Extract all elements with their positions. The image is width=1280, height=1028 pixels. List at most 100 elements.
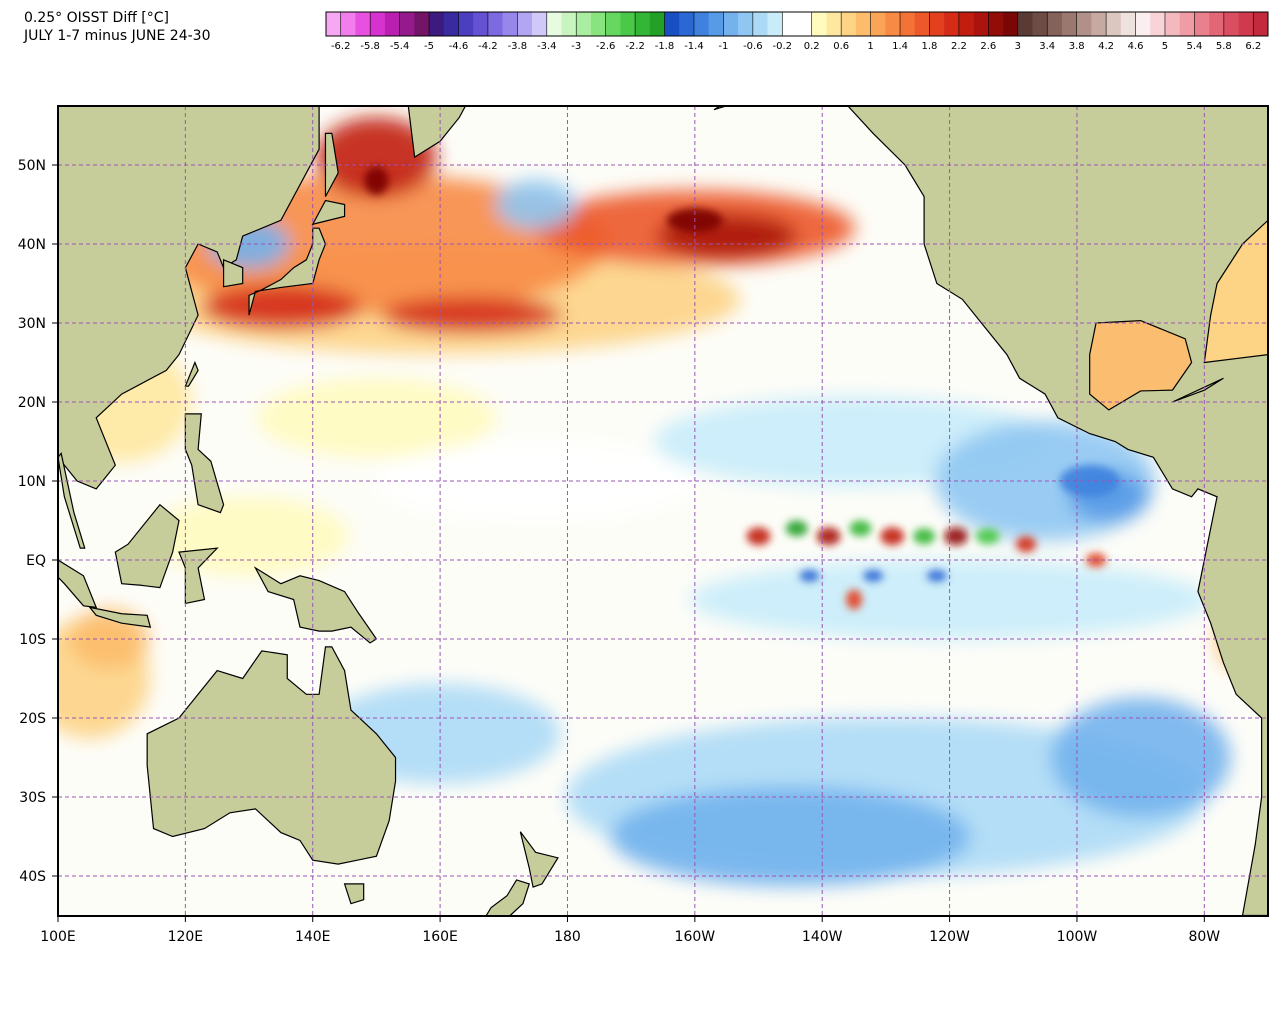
colorbar-swatch [649,12,665,36]
anomaly-blob [316,117,437,198]
anomaly-blob [975,528,1000,545]
title: 0.25° OISST Diff [°C] [24,10,169,26]
colorbar-swatch [1120,12,1136,36]
anomaly-blob [816,527,841,546]
colorbar-label: 5.8 [1216,41,1232,52]
colorbar-label: -1.8 [655,41,675,52]
colorbar-label: 1.4 [892,41,908,52]
anomaly-blob [849,520,872,537]
colorbar-swatch [885,12,901,36]
anomaly-blob [943,527,968,546]
x-tick-label: 80W [1188,929,1220,945]
anomaly-blob [610,786,971,887]
colorbar-swatch [708,12,724,36]
anomaly-blob [1050,697,1231,818]
colorbar-label: -3.8 [508,41,528,52]
colorbar-swatch [797,12,813,36]
colorbar-swatch [767,12,783,36]
y-tick-label: 20N [18,395,46,411]
colorbar-label: -2.6 [596,41,616,52]
colorbar-label: -0.6 [743,41,763,52]
colorbar-swatch [914,12,930,36]
colorbar-swatch [782,12,798,36]
x-tick-label: 160W [675,929,716,945]
y-tick-label: 40S [19,869,46,885]
colorbar-swatch [1076,12,1092,36]
colorbar-swatch [355,12,371,36]
landmass [407,106,467,159]
colorbar-label: 4.2 [1098,41,1114,52]
colorbar-swatch [1047,12,1063,36]
colorbar-swatch [1061,12,1077,36]
colorbar-swatch [693,12,709,36]
landmass [311,199,346,226]
colorbar-swatch [1150,12,1166,36]
colorbar-label: -5.4 [390,41,410,52]
colorbar-swatch [1238,12,1254,36]
colorbar-swatch [1179,12,1195,36]
colorbar-swatch [870,12,886,36]
colorbar-swatch [546,12,562,36]
graticule [58,106,1268,916]
colorbar-swatch [958,12,974,36]
colorbar-swatch [664,12,680,36]
colorbar-label: -5.8 [360,41,380,52]
colorbar-label: -0.2 [773,41,793,52]
colorbar-label: -3.4 [537,41,557,52]
colorbar-swatch [929,12,945,36]
anomaly-blob [880,527,905,546]
landmass [519,831,559,888]
colorbar-swatch [1003,12,1019,36]
colorbar-swatch [443,12,459,36]
landmass [222,258,244,288]
colorbar-swatch [738,12,754,36]
anomaly-blob [200,285,361,330]
landmass [58,558,98,609]
colorbar-swatch [473,12,489,36]
anomaly-blob [913,528,936,545]
anomaly-blob [495,179,576,230]
colorbar-label: 1 [867,41,873,52]
gulf-of-mexico [1089,320,1193,411]
colorbar-swatch [414,12,430,36]
colorbar-label: 4.6 [1128,41,1144,52]
y-tick-label: EQ [26,553,46,569]
colorbar-swatch [429,12,445,36]
colorbar: -6.2 -5.8 -5.4 -5 -4.6 -4.2 -3.8 -3.4 -3 -2.6 -2.2… [325,11,1269,52]
colorbar-swatch [679,12,695,36]
colorbar-label: 5 [1162,41,1168,52]
landmass [253,566,378,644]
anomaly-blob [381,297,562,334]
colorbar-label: 2.6 [980,41,996,52]
colorbar-swatch [1164,12,1180,36]
colorbar-label: -1 [718,41,728,52]
anomaly-blob [149,496,350,577]
map-frame [57,105,1269,917]
colorbar-swatch [988,12,1004,36]
landmass [178,547,219,605]
colorbar-swatch [370,12,386,36]
y-tick-label: 10S [19,632,46,648]
anomaly-blob [364,166,389,195]
x-tick-label: 180 [554,929,581,945]
y-tick-label: 50N [18,158,46,174]
landmass [58,451,86,549]
colorbar-swatch [723,12,739,36]
colorbar-label: -2.2 [625,41,645,52]
colorbar-label: -4.6 [449,41,469,52]
landmass [790,106,1268,916]
landmass [58,106,320,490]
colorbar-label: 6.2 [1245,41,1261,52]
colorbar-swatch [532,12,548,36]
colorbar-swatch [502,12,518,36]
colorbar-swatch [1253,12,1269,36]
colorbar-border [325,11,1269,37]
colorbar-swatch [1106,12,1122,36]
colorbar-swatch [399,12,415,36]
colorbar-label: 3.8 [1069,41,1085,52]
colorbar-swatch [841,12,857,36]
colorbar-label: -1.4 [684,41,704,52]
colorbar-swatch [590,12,606,36]
